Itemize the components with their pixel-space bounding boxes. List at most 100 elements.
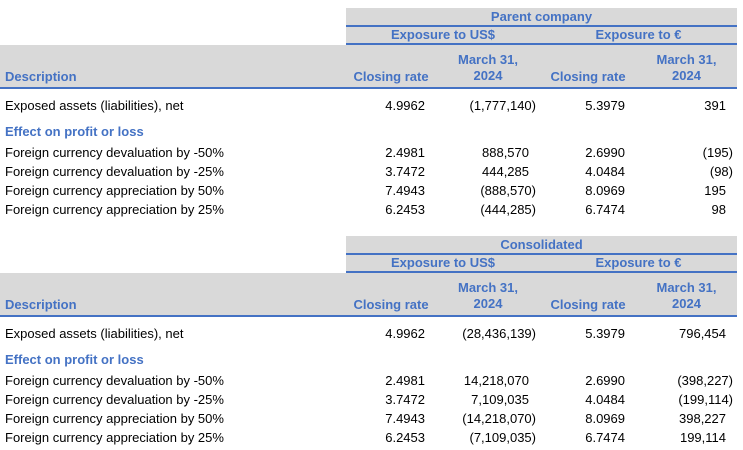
sensitivity-table-parent: Parent company Exposure to US$ Exposure … [0, 8, 737, 219]
row-label: Foreign currency appreciation by 50% [5, 411, 224, 426]
amount-eur-value: (199,114) [678, 392, 733, 407]
table-gap [0, 219, 743, 236]
table-row: Foreign currency devaluation by -50% 2.4… [0, 371, 737, 390]
section-header: Effect on profit or loss [5, 124, 144, 139]
amount-usd-value: 7,109,035 [471, 392, 529, 407]
table-row: Foreign currency devaluation by -50% 2.4… [0, 143, 737, 162]
row-label: Foreign currency appreciation by 50% [5, 183, 224, 198]
table-row: Foreign currency appreciation by 25% 6.2… [0, 428, 737, 447]
closing-rate-eur-value: 4.0484 [585, 164, 625, 179]
table-row: Foreign currency devaluation by -25% 3.7… [0, 162, 737, 181]
closing-rate-usd-value: 4.9962 [385, 326, 425, 341]
section-header: Effect on profit or loss [5, 352, 144, 367]
table-row: Exposed assets (liabilities), net 4.9962… [0, 317, 737, 344]
row-label: Exposed assets (liabilities), net [5, 326, 184, 341]
row-label: Exposed assets (liabilities), net [5, 98, 184, 113]
closing-rate-eur-value: 5.3979 [585, 98, 625, 113]
group-header-row: Consolidated [0, 236, 737, 255]
spacer-cell [0, 8, 346, 27]
amount-usd-value: 14,218,070 [463, 373, 529, 388]
description-header: Description [0, 45, 346, 89]
closing-rate-usd-value: 3.7472 [385, 392, 425, 407]
section-header-row: Effect on profit or loss [0, 344, 737, 371]
closing-rate-usd-value: 6.2453 [385, 202, 425, 217]
amount-eur-value: 98 [711, 202, 726, 217]
closing-rate-usd-value: 6.2453 [385, 430, 425, 445]
exposure-usd-header: Exposure to US$ [346, 255, 540, 273]
exposure-header-row: Exposure to US$ Exposure to € [0, 27, 737, 45]
closing-rate-eur-value: 2.6990 [585, 145, 625, 160]
amount-usd-value: (28,436,139) [462, 326, 536, 341]
row-label: Foreign currency devaluation by -25% [5, 392, 224, 407]
amount-eur-value: 391 [704, 98, 726, 113]
amount-usd-value: (7,109,035) [469, 430, 537, 445]
closing-rate-eur-value: 6.7474 [585, 202, 625, 217]
amount-eur-value: 195 [704, 183, 726, 198]
date-usd-header: March 31, 2024 [436, 45, 540, 89]
date-usd-header: March 31, 2024 [436, 273, 540, 317]
amount-eur-value: (398,227) [677, 373, 733, 388]
amount-eur-value: (98) [709, 164, 733, 179]
date-line2: 2024 [473, 296, 503, 311]
closing-rate-eur-value: 6.7474 [585, 430, 625, 445]
spacer-cell [0, 27, 346, 45]
row-label: Foreign currency devaluation by -25% [5, 164, 224, 179]
section-header-row: Effect on profit or loss [0, 116, 737, 143]
closing-rate-usd-value: 3.7472 [385, 164, 425, 179]
date-line2: 2024 [672, 68, 701, 83]
closing-rate-eur-value: 8.0969 [585, 183, 625, 198]
table-row: Foreign currency appreciation by 25% 6.2… [0, 200, 737, 219]
row-label: Foreign currency devaluation by -50% [5, 145, 224, 160]
closing-rate-usd-header: Closing rate [346, 273, 436, 317]
exposure-usd-header: Exposure to US$ [346, 27, 540, 45]
closing-rate-usd-value: 2.4981 [385, 373, 425, 388]
amount-usd-value: 444,285 [482, 164, 529, 179]
spacer-cell [0, 236, 346, 255]
amount-usd-value: (14,218,070) [462, 411, 536, 426]
date-line1: March 31, [656, 280, 717, 295]
amount-eur-value: 398,227 [679, 411, 726, 426]
amount-eur-value: 199,114 [679, 430, 726, 445]
date-line2: 2024 [473, 68, 503, 83]
amount-usd-value: 888,570 [482, 145, 529, 160]
date-eur-header: March 31, 2024 [636, 45, 737, 89]
date-line1: March 31, [656, 52, 717, 67]
closing-rate-eur-value: 8.0969 [585, 411, 625, 426]
exposure-eur-header: Exposure to € [540, 255, 737, 273]
description-header: Description [0, 273, 346, 317]
group-header-row: Parent company [0, 8, 737, 27]
row-label: Foreign currency appreciation by 25% [5, 430, 224, 445]
group-header: Parent company [346, 8, 737, 27]
closing-rate-eur-value: 4.0484 [585, 392, 625, 407]
exposure-eur-header: Exposure to € [540, 27, 737, 45]
closing-rate-usd-value: 2.4981 [385, 145, 425, 160]
closing-rate-usd-value: 4.9962 [385, 98, 425, 113]
row-label: Foreign currency appreciation by 25% [5, 202, 224, 217]
table-row: Foreign currency appreciation by 50% 7.4… [0, 409, 737, 428]
closing-rate-eur-value: 5.3979 [585, 326, 625, 341]
table-row: Foreign currency appreciation by 50% 7.4… [0, 181, 737, 200]
table-row: Foreign currency devaluation by -25% 3.7… [0, 390, 737, 409]
closing-rate-usd-header: Closing rate [346, 45, 436, 89]
spacer-cell [0, 255, 346, 273]
date-line2: 2024 [672, 296, 701, 311]
group-header: Consolidated [346, 236, 737, 255]
table-row: Exposed assets (liabilities), net 4.9962… [0, 89, 737, 116]
column-header-row: Description Closing rate March 31, 2024 … [0, 273, 737, 317]
amount-eur-value: (195) [702, 145, 733, 160]
amount-usd-value: (1,777,140) [469, 98, 537, 113]
exposure-header-row: Exposure to US$ Exposure to € [0, 255, 737, 273]
date-line1: March 31, [458, 280, 518, 295]
closing-rate-usd-value: 7.4943 [385, 411, 425, 426]
column-header-row: Description Closing rate March 31, 2024 … [0, 45, 737, 89]
date-line1: March 31, [458, 52, 518, 67]
sensitivity-table-consolidated: Consolidated Exposure to US$ Exposure to… [0, 236, 737, 447]
amount-eur-value: 796,454 [679, 326, 726, 341]
closing-rate-usd-value: 7.4943 [385, 183, 425, 198]
closing-rate-eur-value: 2.6990 [585, 373, 625, 388]
row-label: Foreign currency devaluation by -50% [5, 373, 224, 388]
closing-rate-eur-header: Closing rate [540, 45, 636, 89]
closing-rate-eur-header: Closing rate [540, 273, 636, 317]
date-eur-header: March 31, 2024 [636, 273, 737, 317]
